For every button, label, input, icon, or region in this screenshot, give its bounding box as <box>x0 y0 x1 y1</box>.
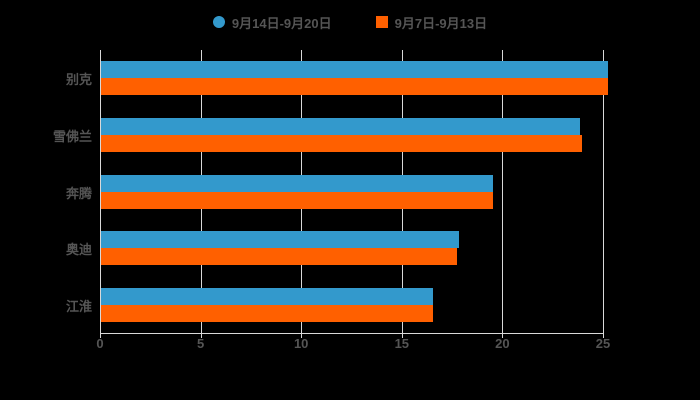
x-gridline <box>502 50 504 333</box>
x-axis-tick-labels: 0 5 10 15 20 25 <box>96 336 611 356</box>
plot-area <box>100 50 609 338</box>
bar-2[interactable] <box>101 134 582 152</box>
y-axis-label-4: 奥迪 <box>65 242 92 258</box>
bar-2[interactable] <box>101 304 433 322</box>
y-axis-label-3: 奔腾 <box>65 185 92 201</box>
bar-2[interactable] <box>101 191 494 209</box>
x-gridline <box>100 50 101 333</box>
legend-item-series-2[interactable]: 9月7日-9月13日 <box>375 13 488 32</box>
x-axis-label-2: 5 <box>196 336 205 351</box>
x-tick-mark <box>401 333 403 338</box>
bar-1[interactable] <box>101 287 433 305</box>
bar-1[interactable] <box>101 61 609 79</box>
x-axis-label-5: 20 <box>495 336 510 351</box>
y-axis-category-labels: 别克雪佛兰奔腾奥迪江淮 <box>0 50 92 333</box>
x-tick-mark <box>603 333 604 338</box>
x-axis-label-4: 15 <box>394 336 410 351</box>
legend-label-series-1: 9月14日-9月20日 <box>231 15 332 31</box>
x-tick-mark <box>200 333 202 338</box>
x-axis-label-1: 0 <box>96 336 104 351</box>
x-gridline <box>603 50 604 333</box>
legend-item-series-1[interactable]: 9月14日-9月20日 <box>212 13 332 32</box>
bar-1[interactable] <box>101 117 580 135</box>
x-axis-label-3: 10 <box>293 336 309 351</box>
y-axis-label-5: 江淮 <box>65 298 92 314</box>
chart-legend: 9月14日-9月20日 9月7日-9月13日 <box>0 8 700 36</box>
bar-1[interactable] <box>101 174 494 192</box>
legend-marker-circle-icon <box>212 16 225 28</box>
y-axis-label-1: 别克 <box>65 72 92 88</box>
legend-label-series-2: 9月7日-9月13日 <box>394 15 488 31</box>
x-tick-mark <box>100 333 101 338</box>
x-axis-line <box>100 333 604 334</box>
legend-marker-square-icon <box>375 16 388 28</box>
bar-2[interactable] <box>101 78 609 96</box>
x-tick-mark <box>502 333 504 338</box>
x-tick-mark <box>301 333 303 338</box>
bar-2[interactable] <box>101 248 458 266</box>
x-axis-label-6: 25 <box>595 336 611 351</box>
bar-1[interactable] <box>101 231 460 249</box>
y-axis-label-2: 雪佛兰 <box>52 128 92 144</box>
